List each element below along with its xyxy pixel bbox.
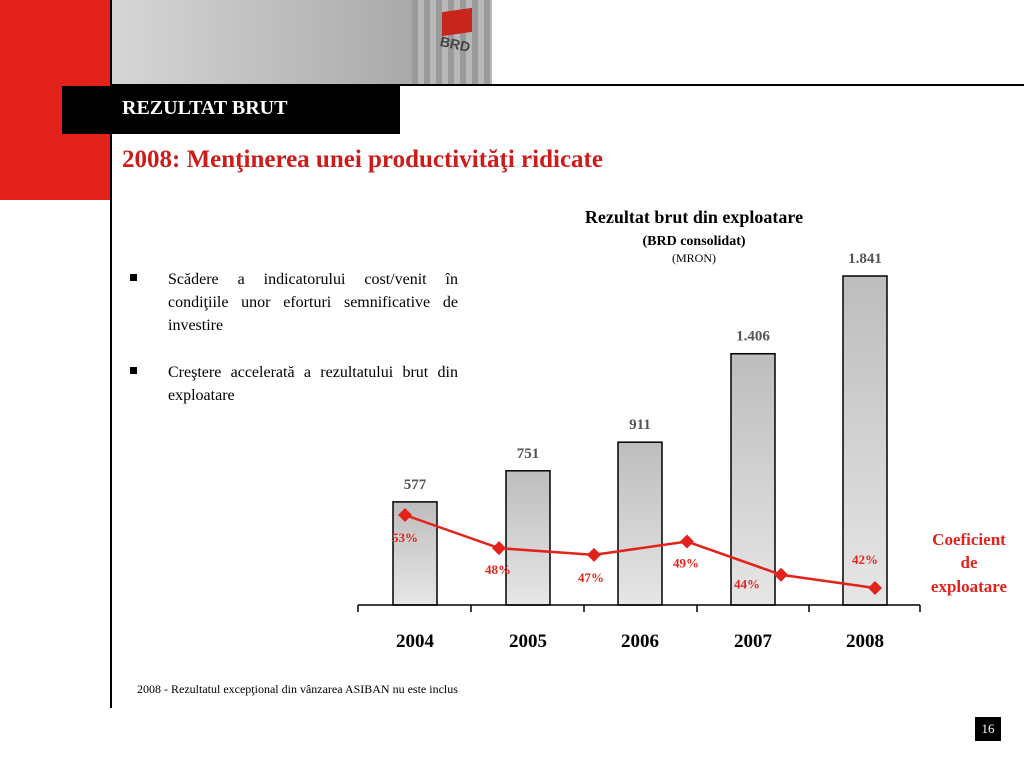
bar-value-label: 911 [629, 417, 651, 433]
coefficient-label: 47% [578, 570, 604, 585]
coefficient-point [868, 581, 882, 595]
coefficient-point [680, 534, 694, 549]
x-tick-label: 2008 [846, 631, 884, 652]
x-tick-label: 2004 [396, 631, 435, 652]
bar-2007 [730, 352, 776, 606]
x-tick-label: 2007 [734, 631, 773, 652]
x-tick-label: 2006 [621, 631, 659, 652]
bullet-item: Scădere a indicatorului cost/venit în co… [128, 268, 458, 337]
bullet-text: Scădere a indicatorului cost/venit în co… [168, 271, 458, 334]
coefficient-label: 49% [673, 556, 699, 571]
bar-value-label: 577 [404, 477, 427, 493]
chart-title: Rezultat brut din exploatare [585, 207, 803, 227]
bar-2005 [505, 470, 551, 606]
chart-plot: 577 2004 751 2005 911 2006 1.406 2007 1.841 2008 5… [357, 251, 921, 652]
footnote: 2008 - Rezultatul excepţional din vânzar… [137, 682, 458, 696]
bullet-text: Creştere accelerată a rezultatului brut … [168, 364, 458, 404]
horizontal-divider [112, 84, 1024, 86]
coefficient-label: 48% [485, 562, 511, 577]
bar-value-label: 1.841 [848, 251, 882, 267]
chart-subtitle: (BRD consolidat) [642, 234, 745, 249]
coefficient-line [404, 513, 876, 590]
vertical-divider [110, 0, 112, 708]
legend-line-2: de [961, 553, 978, 572]
bullet-marker [130, 367, 137, 374]
coefficient-label: 53% [392, 530, 418, 545]
section-title: REZULTAT BRUT [62, 86, 400, 134]
x-tick-label: 2005 [509, 631, 547, 652]
bar-value-label: 751 [517, 446, 540, 462]
slide-subtitle: 2008: Menţinerea unei productivităţi rid… [122, 146, 603, 173]
header-photo: BRD [112, 0, 492, 84]
coefficient-label: 44% [734, 577, 760, 592]
bullet-list: Scădere a indicatorului cost/venit în co… [128, 268, 458, 431]
page-number: 16 [975, 717, 1001, 741]
bar-value-label: 1.406 [736, 329, 770, 345]
coefficient-label: 42% [852, 552, 878, 567]
bar-2006 [617, 441, 663, 606]
bullet-marker [130, 274, 137, 281]
bullet-item: Creştere accelerată a rezultatului brut … [128, 361, 458, 407]
bar-2008 [842, 275, 888, 606]
legend-line-3: exploatare [931, 577, 1008, 596]
coefficient-point [398, 508, 412, 522]
chart-unit: (MRON) [672, 251, 716, 265]
coefficient-point [492, 541, 506, 556]
coefficient-point [587, 547, 601, 562]
legend-line-1: Coeficient [932, 530, 1006, 549]
coefficient-point [774, 567, 788, 582]
